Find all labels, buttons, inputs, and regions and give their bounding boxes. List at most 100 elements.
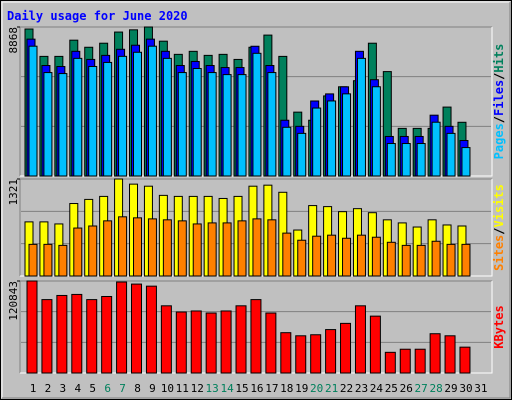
x-tick-label: 24 [370, 382, 384, 395]
legend-separator: / [492, 73, 506, 80]
x-tick-label: 27 [415, 382, 428, 395]
bar [88, 225, 98, 277]
legend-separator: / [492, 116, 506, 123]
bar [386, 241, 396, 277]
bar [118, 216, 128, 277]
bar [237, 220, 247, 277]
bar [459, 346, 471, 374]
bar [207, 72, 217, 177]
bar [192, 68, 202, 177]
bar [43, 72, 53, 177]
bar [267, 219, 277, 277]
bar [43, 243, 53, 277]
legend-entry: Visits [492, 184, 506, 227]
x-tick-label: 17 [265, 382, 278, 395]
bar [192, 223, 202, 277]
legend: Pages/Files/Hits [492, 44, 506, 160]
legend-entry: Pages [492, 123, 506, 159]
bar [342, 237, 352, 277]
bar [205, 312, 217, 374]
bar [220, 310, 232, 374]
x-tick-label: 23 [355, 382, 368, 395]
bar [295, 335, 307, 374]
bar [162, 57, 172, 177]
x-tick-label: 29 [444, 382, 457, 395]
x-tick-label: 9 [149, 382, 156, 395]
bar [116, 281, 128, 374]
bar [71, 293, 83, 374]
x-tick-label: 1 [30, 382, 37, 395]
legend: Sites/Visits [492, 184, 506, 271]
x-tick-label: 21 [325, 382, 338, 395]
bar [282, 126, 292, 177]
bar [101, 295, 113, 374]
bar [461, 147, 471, 177]
x-tick-label: 5 [89, 382, 96, 395]
bar [28, 243, 38, 277]
bar [297, 132, 307, 177]
x-tick-label: 26 [400, 382, 413, 395]
bar [160, 305, 172, 374]
bar [88, 65, 98, 177]
bar [222, 74, 232, 177]
x-tick-label: 18 [280, 382, 293, 395]
x-tick-label: 30 [459, 382, 472, 395]
bar [446, 243, 456, 277]
bar [401, 143, 411, 177]
legend-entry: Sites [492, 235, 506, 271]
x-tick-label: 25 [385, 382, 398, 395]
chart-title: Daily usage for June 2020 [7, 9, 188, 23]
bar [250, 299, 262, 374]
x-tick-label: 14 [220, 382, 234, 395]
bar [356, 57, 366, 177]
bar [265, 312, 277, 374]
bar [28, 45, 38, 177]
bar [162, 219, 172, 277]
bar [431, 121, 441, 177]
bar [267, 72, 277, 177]
bar [282, 232, 292, 277]
legend-entry: Files [492, 80, 506, 116]
x-tick-label: 20 [310, 382, 323, 395]
bar [312, 107, 322, 177]
bar [235, 305, 247, 374]
bar [371, 236, 381, 277]
bar [356, 234, 366, 277]
bar [325, 329, 337, 374]
bar [399, 348, 411, 374]
x-tick-label: 16 [250, 382, 263, 395]
bar [26, 280, 38, 374]
bar [73, 227, 83, 277]
x-tick-label: 12 [191, 382, 204, 395]
x-tick-label: 4 [74, 382, 81, 395]
legend-entry: Hits [492, 44, 506, 73]
x-tick-label: 22 [340, 382, 353, 395]
legend: KBytes [492, 305, 506, 348]
x-tick-label: 15 [235, 382, 248, 395]
bar [133, 51, 143, 177]
x-tick-label: 19 [295, 382, 308, 395]
y-tick-label: 8868 [7, 27, 20, 54]
bar [147, 218, 157, 277]
x-tick-label: 3 [60, 382, 67, 395]
x-tick-label: 7 [119, 382, 126, 395]
bar [58, 244, 68, 277]
bar [369, 315, 381, 374]
x-tick-label: 2 [45, 382, 52, 395]
bar [280, 332, 292, 374]
y-tick-label: 120843 [7, 281, 20, 321]
bar [297, 239, 307, 277]
bar [327, 234, 337, 277]
bar [354, 305, 366, 374]
bar [190, 310, 202, 374]
bar [177, 72, 187, 177]
bar [461, 243, 471, 277]
bar [416, 143, 426, 177]
bar [429, 333, 441, 374]
x-tick-label: 11 [176, 382, 189, 395]
bar [237, 74, 247, 177]
x-tick-label: 13 [206, 382, 219, 395]
